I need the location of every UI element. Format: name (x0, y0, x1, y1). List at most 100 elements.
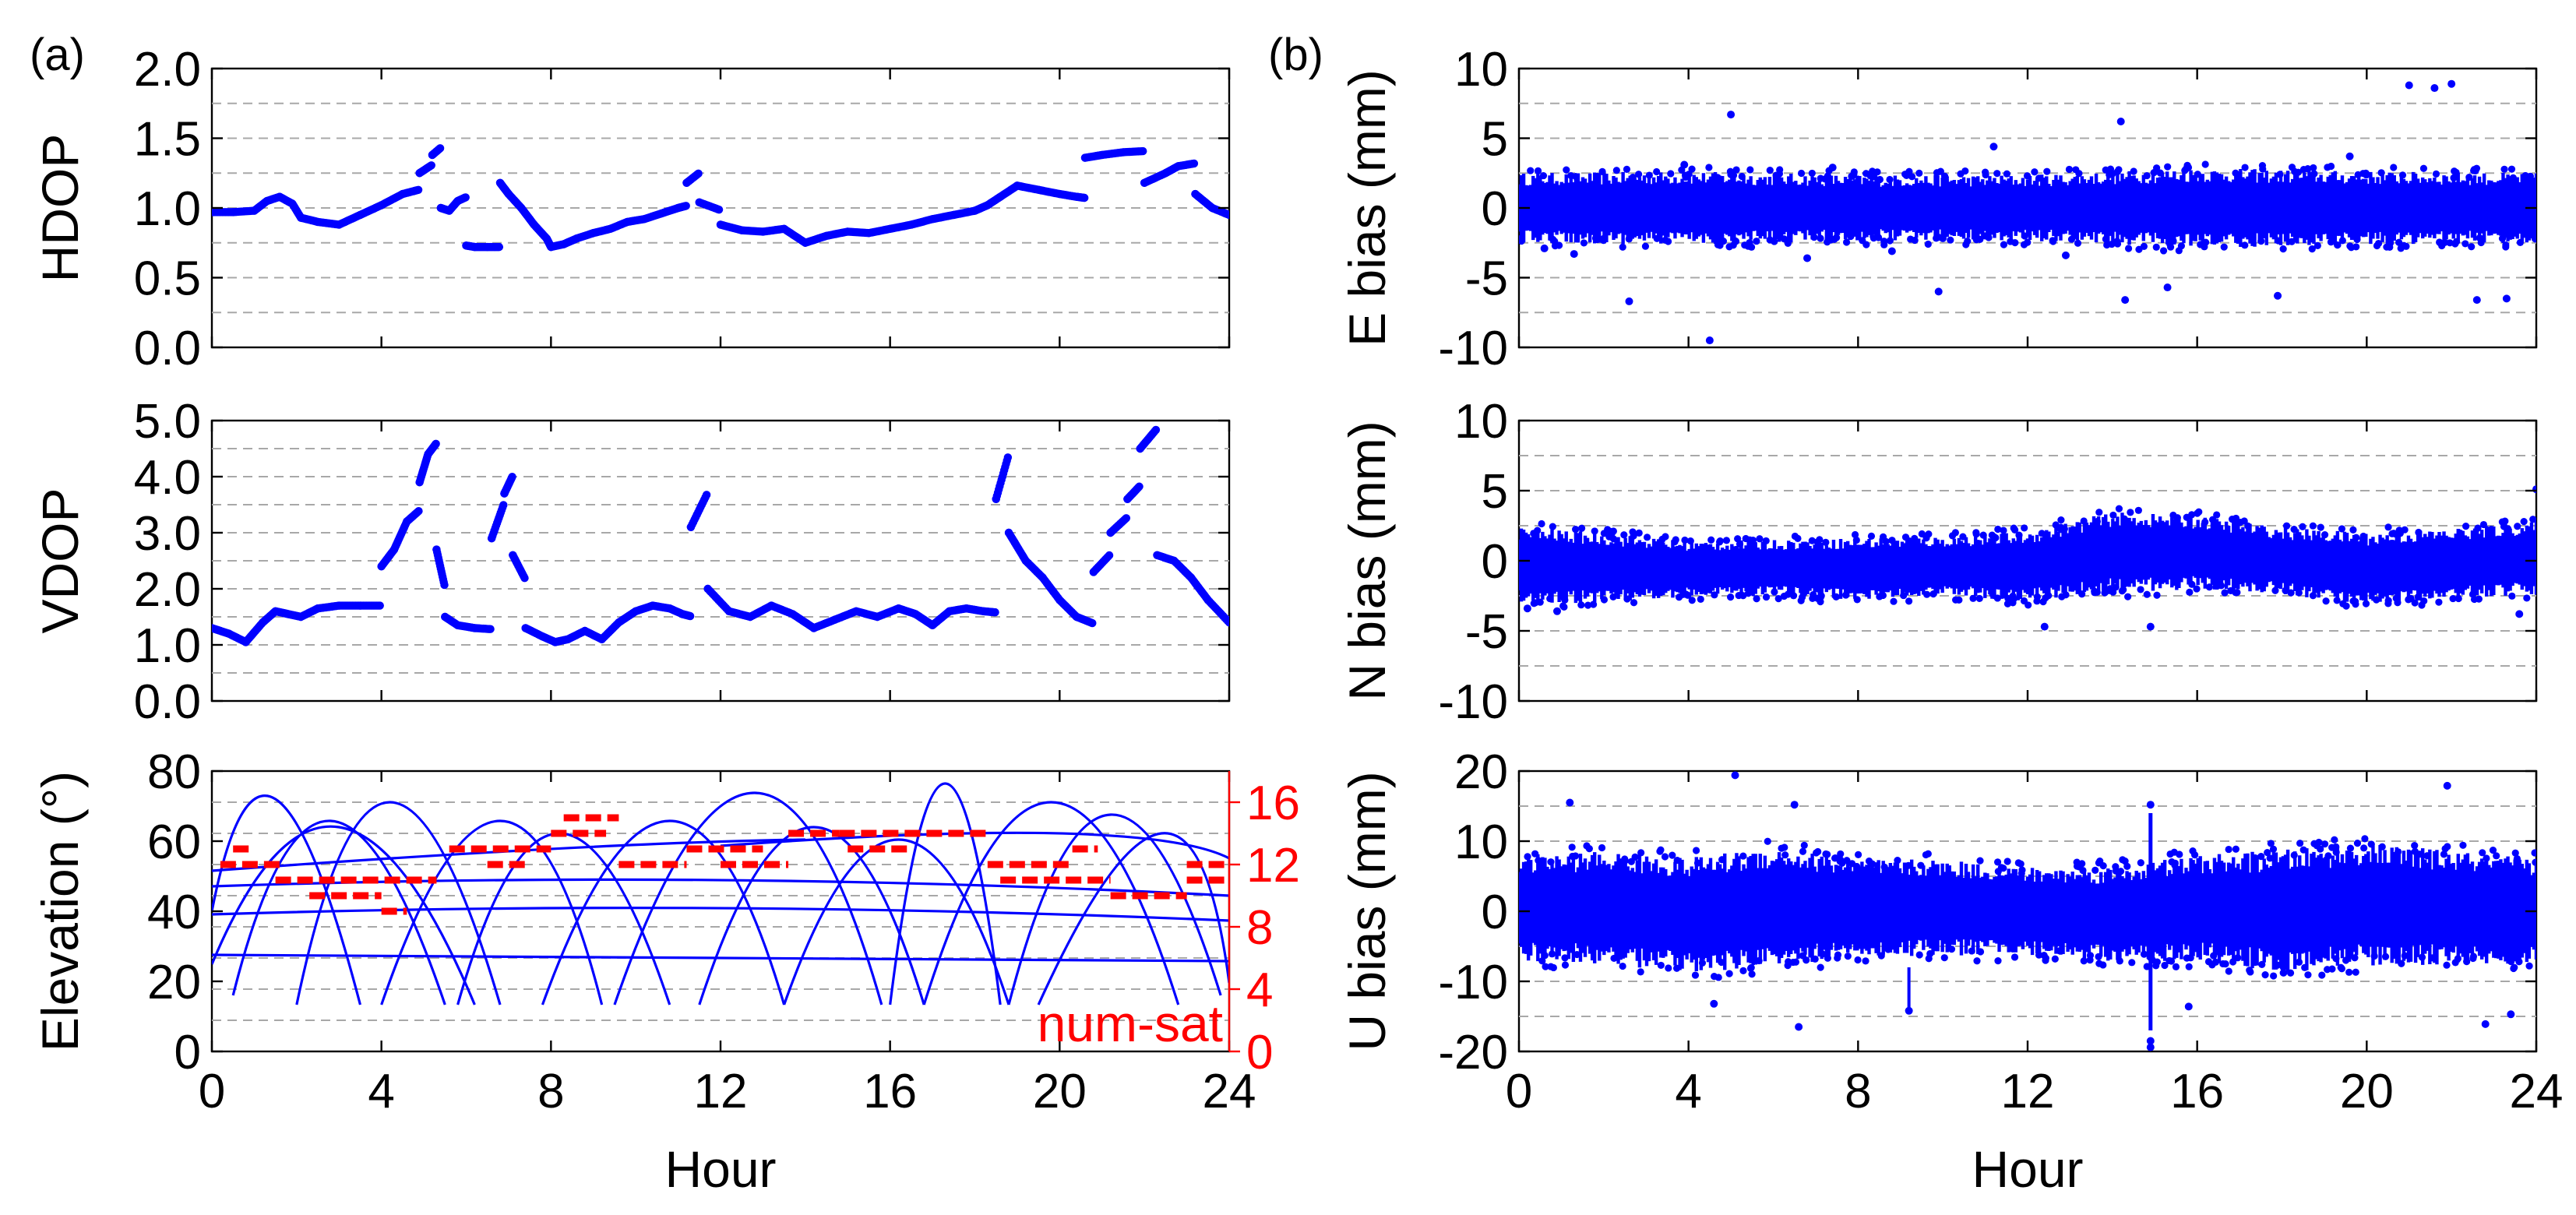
hdop-y-axis-title: HDOP (31, 134, 89, 283)
n-bias-point (2195, 508, 2203, 516)
vdop-panel: 0.01.02.03.04.05.0 VDOP (31, 395, 1231, 729)
e-bias-point (1940, 172, 1949, 180)
u-bias-point (1583, 842, 1591, 850)
u-bias-point (1657, 846, 1665, 854)
n-bias-point (1560, 603, 1568, 611)
n-bias-point (2000, 526, 2007, 534)
u-bias-point (1781, 843, 1788, 851)
u-bias-point (1691, 971, 1700, 979)
vdop-y-tick-label: 0.0 (134, 675, 201, 729)
e-bias-point (1682, 173, 1690, 181)
n-bias-point (1608, 530, 1616, 537)
n-bias-point (2411, 599, 2419, 607)
u-bias-x-tick-label: 4 (1675, 1065, 1701, 1118)
vdop-y-tick-label: 3.0 (134, 507, 201, 561)
u-bias-point (1915, 951, 1923, 959)
n-bias-point (1600, 596, 1609, 604)
u-bias-outlier-point (2146, 1037, 2155, 1045)
u-bias-point (2398, 960, 2405, 967)
e-bias-point (2124, 245, 2133, 252)
u-bias-point (2096, 858, 2104, 865)
vdop-point (500, 489, 509, 498)
u-bias-point (2269, 845, 2278, 853)
n-bias-point (2057, 516, 2065, 524)
e-bias-point (1534, 167, 1542, 174)
u-bias-point (2345, 968, 2353, 976)
n-bias-point (1629, 528, 1637, 536)
u-bias-point (2444, 843, 2451, 850)
vdop-point (685, 611, 695, 621)
u-bias-point (2331, 836, 2338, 843)
e-bias-point (1771, 238, 1778, 245)
vdop-point (597, 635, 606, 643)
n-bias-point (1620, 531, 1628, 539)
u-bias-point (1894, 856, 1901, 865)
u-bias-point (2185, 963, 2193, 970)
n-bias-point (1867, 532, 1876, 540)
e-bias-point (1741, 241, 1749, 249)
u-bias-y-axis-title: U bias (mm) (1338, 771, 1396, 1051)
e-bias-outlier-point (1887, 247, 1896, 255)
u-bias-point (2337, 963, 2345, 971)
vdop-point (1136, 444, 1144, 453)
u-bias-point (2381, 953, 2390, 960)
n-bias-point (2384, 600, 2392, 608)
n-bias-point (1559, 593, 1568, 601)
e-bias-outlier-point (1828, 164, 1837, 172)
e-bias-point (1563, 166, 1570, 174)
hdop-y-tick-label: 2.0 (134, 43, 201, 97)
n-bias-point (2058, 593, 2066, 600)
e-bias-point (2074, 239, 2082, 247)
u-bias-x-tick-label: 20 (2340, 1065, 2394, 1118)
hdop-point (1072, 192, 1081, 201)
n-bias-point (1538, 519, 1545, 528)
u-bias-outlier-point (1905, 1006, 1913, 1015)
n-bias-point (1817, 597, 1824, 606)
u-bias-point (2140, 950, 2148, 958)
elevation-y-tick-label: 0 (174, 1026, 201, 1079)
n-bias-point (2352, 534, 2360, 541)
n-bias-point (2233, 589, 2241, 597)
u-bias-point (2210, 952, 2218, 960)
u-bias-point (1817, 963, 1824, 971)
u-bias-point (2328, 965, 2336, 973)
e-bias-point (1939, 234, 1947, 242)
n-bias-point (1590, 600, 1598, 608)
satellite-elevation-track (295, 801, 502, 1005)
vdop-point (499, 501, 508, 509)
n-bias-point (1711, 591, 1718, 599)
hdop-point (530, 220, 538, 229)
hdop-point (1174, 162, 1182, 171)
u-bias-point (2443, 961, 2451, 969)
n-bias-point (2038, 530, 2046, 537)
n-bias-point (2244, 522, 2252, 530)
hdop-point (1080, 193, 1089, 202)
n-bias-point (2333, 597, 2341, 604)
vdop-point (1038, 573, 1047, 582)
e-bias-point (2310, 164, 2317, 172)
e-bias-point (2043, 167, 2051, 175)
hdop-point (483, 242, 492, 252)
hdop-point (780, 224, 788, 234)
n-bias-point (1722, 537, 1731, 544)
u-bias-y-tick-label: 10 (1454, 815, 1508, 869)
u-bias-point (1994, 868, 2002, 875)
u-bias-point (2411, 842, 2419, 850)
e-bias-point (2521, 171, 2529, 180)
u-bias-point (1535, 857, 1542, 865)
u-bias-point (2171, 861, 2179, 869)
n-bias-point (2418, 601, 2426, 609)
n-bias-point (2093, 517, 2102, 526)
e-bias-point (2152, 243, 2160, 251)
hdop-point (495, 242, 504, 252)
e-bias-point (2275, 237, 2282, 245)
u-bias-point (2080, 957, 2088, 965)
vdop-point (1203, 596, 1212, 604)
n-bias-point (1742, 534, 1750, 543)
e-bias-point (1842, 238, 1851, 246)
vdop-point (979, 607, 988, 615)
e-bias-point (1667, 170, 1675, 178)
u-bias-point (1692, 847, 1700, 854)
n-bias-point (2454, 594, 2462, 603)
n-bias-point (1530, 600, 1538, 608)
